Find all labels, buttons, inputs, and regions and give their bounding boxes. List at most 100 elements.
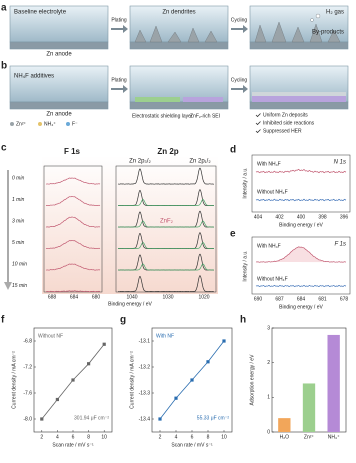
x-tick-label: 678	[340, 296, 349, 302]
legend-label: NH₄⁺	[44, 121, 56, 127]
point	[55, 397, 59, 402]
point	[222, 339, 226, 343]
y-tick-label: -7.6	[23, 390, 32, 396]
spectrum	[118, 242, 214, 249]
x-tick-label: Zn²⁺	[304, 434, 315, 440]
label: Electrostatic shielding layer	[132, 113, 193, 119]
x-tick-label: 2	[159, 434, 162, 440]
x-tick-label: 687	[275, 296, 284, 302]
spectrum	[45, 240, 101, 250]
x-axis-label: Binding energy / eV	[108, 301, 152, 307]
spectrum	[117, 275, 215, 293]
point	[158, 417, 162, 421]
axis-frame	[251, 154, 351, 213]
x-tick-label: 690	[254, 296, 263, 302]
y-tick-label: 1	[267, 395, 270, 401]
axis-frame	[43, 165, 103, 293]
title: N 1s	[334, 160, 346, 166]
y-axis-label: Adsorption energy / eV	[249, 354, 255, 406]
point	[102, 342, 106, 346]
y-tick-label: 3	[267, 325, 270, 331]
x-tick-label: 6	[191, 434, 194, 440]
x-axis-label: Scan rate / mV s⁻¹	[171, 442, 213, 448]
label: With NH₄F	[257, 161, 281, 167]
result-item: Suppressed HER	[263, 128, 302, 134]
panel-label: d	[230, 145, 236, 156]
x-tick-label: 688	[48, 294, 57, 300]
label: Plating	[111, 77, 127, 83]
checkmarks	[255, 113, 261, 134]
bar	[278, 418, 291, 432]
spectrum	[45, 196, 101, 207]
label: Plating	[111, 17, 127, 23]
x-tick-label: 1030	[162, 294, 173, 300]
point	[87, 362, 91, 366]
time-label: 15 min	[12, 283, 27, 289]
x-tick-label: 2	[40, 434, 43, 440]
panel-label: f	[1, 315, 5, 326]
bar	[327, 334, 340, 432]
panel-label: g	[120, 315, 126, 326]
label: Baseline electrolyte	[14, 10, 67, 16]
x-axis-label: Binding energy / eV	[279, 304, 323, 310]
label: Zn dendrites	[162, 10, 195, 16]
time-label: 0 min	[12, 175, 24, 181]
x-tick-label: 400	[297, 214, 306, 220]
y-tick-label: -13.2	[139, 364, 151, 370]
x-tick-label: 1040	[126, 294, 137, 300]
x-tick-label: 1020	[198, 294, 209, 300]
bar	[302, 383, 316, 432]
label: Without NH₄F	[257, 189, 288, 195]
y-tick-label: 0	[267, 429, 270, 435]
x-tick-label: 681	[318, 296, 327, 302]
dendrites	[134, 13, 341, 43]
time-label: 10 min	[12, 261, 27, 267]
point	[40, 417, 44, 421]
x-axis-label: Binding energy / eV	[279, 222, 323, 228]
panel-background	[42, 156, 218, 294]
title: F 1s	[334, 242, 346, 248]
y-tick-label: -13.4	[139, 416, 151, 422]
x-axis-label: Scan rate / mV s⁻¹	[52, 442, 94, 448]
y-tick-label: -13.1	[139, 338, 151, 344]
time-label: 5 min	[12, 240, 24, 246]
spectrum	[255, 168, 347, 174]
legend-marker	[10, 122, 14, 126]
result-item: Uniform Zn deposits	[263, 112, 308, 118]
label: H₂ gas	[326, 10, 344, 16]
y-axis-label: Intensity / a.u.	[242, 250, 248, 281]
legend-marker	[66, 122, 70, 126]
panel-label: c	[1, 143, 7, 154]
x-tick-label: 404	[254, 214, 263, 220]
spectrum	[118, 263, 214, 271]
point	[71, 378, 75, 382]
x-tick-label: 680	[92, 294, 101, 300]
point	[190, 378, 194, 382]
label: By-products	[312, 30, 344, 36]
label: Zn 2p₃/₂	[129, 159, 151, 165]
spectrum	[255, 198, 347, 202]
annotation: 55.33 μF cm⁻²	[197, 415, 230, 421]
y-axis-label: Intensity / a.u.	[242, 167, 248, 198]
label: ZnF₂	[160, 219, 174, 225]
spectrum	[118, 220, 214, 228]
point	[174, 396, 178, 400]
panel-label: e	[230, 229, 236, 240]
label: Zn 2p₁/₂	[189, 159, 211, 165]
title: F 1s	[64, 147, 81, 156]
spectrum	[255, 285, 347, 287]
panel-label: a	[1, 3, 7, 14]
spectrum	[118, 199, 214, 206]
legend-marker	[38, 122, 42, 126]
sei-layers	[135, 92, 346, 102]
label: NH₄F additives	[14, 74, 54, 80]
x-tick-label: H₂O	[280, 434, 290, 440]
y-tick-label: 2	[267, 360, 270, 366]
panel-label: h	[240, 315, 246, 326]
fit-line	[41, 344, 105, 420]
x-tick-label: 4	[175, 434, 178, 440]
result-item: Inhibited side reactions	[263, 120, 315, 126]
legend-label: F⁻	[72, 121, 78, 127]
